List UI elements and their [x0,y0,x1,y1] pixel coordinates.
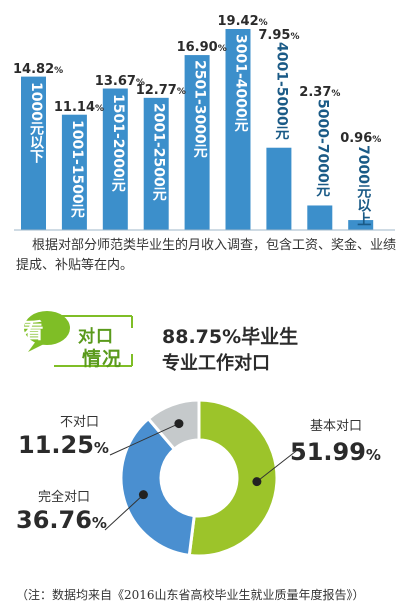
bar-value-label: 7.95% [258,27,300,43]
badge-graphic [24,311,133,367]
bar-category-label: 2001-2500元 [150,102,167,201]
bar-value-label: 19.42% [217,14,268,29]
segment-value-basic: 51.99% [290,438,381,466]
bar-category-label: 4001-5000元 [273,41,290,140]
donut-slice [119,416,196,558]
bar [184,55,210,231]
donut-slice [146,398,201,452]
survey-note: 根据对部分师范类毕业生的月收入调查，包含工资、奖金、业绩提成、补贴等在内。 [16,238,397,273]
bar-value-label: 14.82% [13,61,64,77]
leader-line [104,494,144,531]
slice-marker-dot [252,477,262,487]
bar-category-label: 7000元以上 [355,144,372,226]
bar-category-label: 2501-3000元 [191,60,208,158]
leader-line [256,447,301,483]
bar [21,76,46,230]
bar-category-label: 3001-4000元 [232,34,249,132]
segment-name-mismatch: 不对口 [60,415,100,430]
bar-category-label: 1001-1500元 [68,119,85,218]
segment-name-basic: 基本对口 [310,419,363,434]
bar-value-label: 16.90% [176,40,227,56]
badge-line2: 情况 [82,348,123,370]
bar [307,205,333,230]
match-donut-chart [104,398,301,558]
bar-category-label: 1000元以下 [28,81,44,163]
income-bar-chart [14,29,395,231]
bar-category-label: 5000-7000元 [314,99,331,198]
slice-marker-dot [174,419,184,429]
bar-value-label: 11.14% [53,99,105,115]
headline-line1: 88.75%毕业生 [162,326,299,348]
donut-slice [187,398,279,558]
bar [348,220,374,230]
bar [61,114,87,230]
footnote: （注：数据均来自《2016山东省高校毕业生就业质量年度报告》） [16,588,365,602]
segment-value-full: 36.76% [16,506,107,534]
bar-value-label: 2.37% [299,85,341,101]
bar-value-label: 13.67% [94,73,145,89]
bar-value-label: 12.77% [135,82,186,98]
look-icon: 看 [22,319,44,343]
bar [143,97,169,230]
segment-value-mismatch: 11.25% [18,431,109,459]
bar-category-label: 1501-2000元 [109,93,126,192]
bar [266,147,292,230]
headline-line2: 专业工作对口 [162,353,270,374]
bar-value-label: 0.96% [340,130,382,146]
bar [225,29,251,230]
segment-name-full: 完全对口 [38,490,91,505]
slice-marker-dot [138,490,148,500]
bar [102,88,128,230]
leader-line [109,423,180,456]
badge-line1: 对口 [78,327,114,347]
